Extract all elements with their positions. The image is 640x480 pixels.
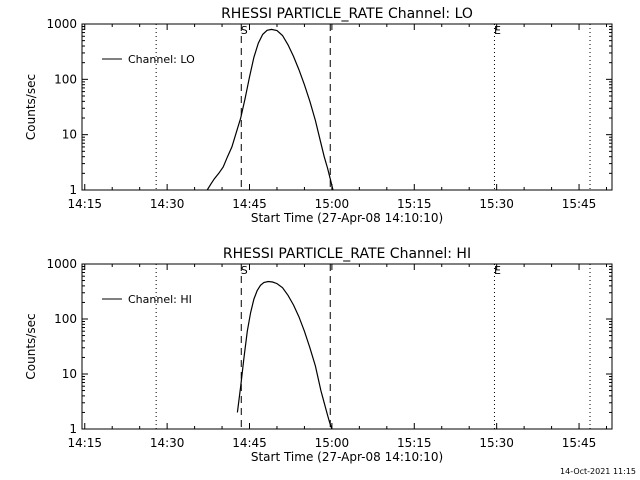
y-axis-label: Counts/sec (24, 313, 38, 379)
series-line (206, 28, 334, 191)
x-tick-label: 15:15 (397, 197, 432, 211)
plot-frame (81, 263, 613, 430)
time-marker-label: S (241, 24, 248, 37)
time-marker-label: E (494, 264, 501, 277)
y-tick-label: 1000 (46, 257, 77, 271)
legend-label: Channel: LO (128, 53, 195, 66)
chart-panel-1: RHESSI PARTICLE_RATE Channel: LO 1 10 100 10… (24, 6, 613, 225)
x-tick-label: 14:30 (150, 197, 185, 211)
x-axis-label: Start Time (27-Apr-08 14:10:10) (251, 211, 443, 225)
x-tick-label: 14:15 (67, 197, 102, 211)
x-axis-label: Start Time (27-Apr-08 14:10:10) (251, 450, 443, 464)
x-tick-label: 15:45 (562, 197, 597, 211)
y-tick-label: 1 (69, 422, 77, 436)
time-marker-label: E (494, 24, 501, 37)
x-tick-label: 15:30 (479, 197, 514, 211)
legend-label: Channel: HI (128, 293, 192, 306)
x-tick-label: 15:15 (397, 436, 432, 450)
chart-panel-2: RHESSI PARTICLE_RATE Channel: HI 1 10 100 10… (24, 246, 613, 464)
x-tick-label: 15:00 (315, 197, 350, 211)
y-tick-label: 100 (54, 72, 77, 86)
x-tick-label: 15:45 (562, 436, 597, 450)
x-tick-label: 14:45 (232, 197, 267, 211)
x-tick-label: 15:00 (315, 436, 350, 450)
time-marker-label: S (241, 264, 248, 277)
y-tick-label: 100 (54, 312, 77, 326)
y-tick-label: 1 (69, 183, 77, 197)
footer-timestamp: 14-Oct-2021 11:15 (560, 467, 636, 476)
chart-title: RHESSI PARTICLE_RATE Channel: LO (221, 6, 473, 22)
chart-title: RHESSI PARTICLE_RATE Channel: HI (223, 246, 471, 262)
plot-frame (81, 23, 613, 191)
y-axis-label: Counts/sec (24, 74, 38, 140)
x-tick-label: 14:15 (67, 436, 102, 450)
x-tick-label: 15:30 (479, 436, 514, 450)
x-tick-label: 14:45 (232, 436, 267, 450)
x-tick-label: 14:30 (150, 436, 185, 450)
y-tick-label: 1000 (46, 17, 77, 31)
y-tick-label: 10 (62, 367, 77, 381)
y-tick-label: 10 (62, 128, 77, 142)
series-line (236, 280, 333, 430)
